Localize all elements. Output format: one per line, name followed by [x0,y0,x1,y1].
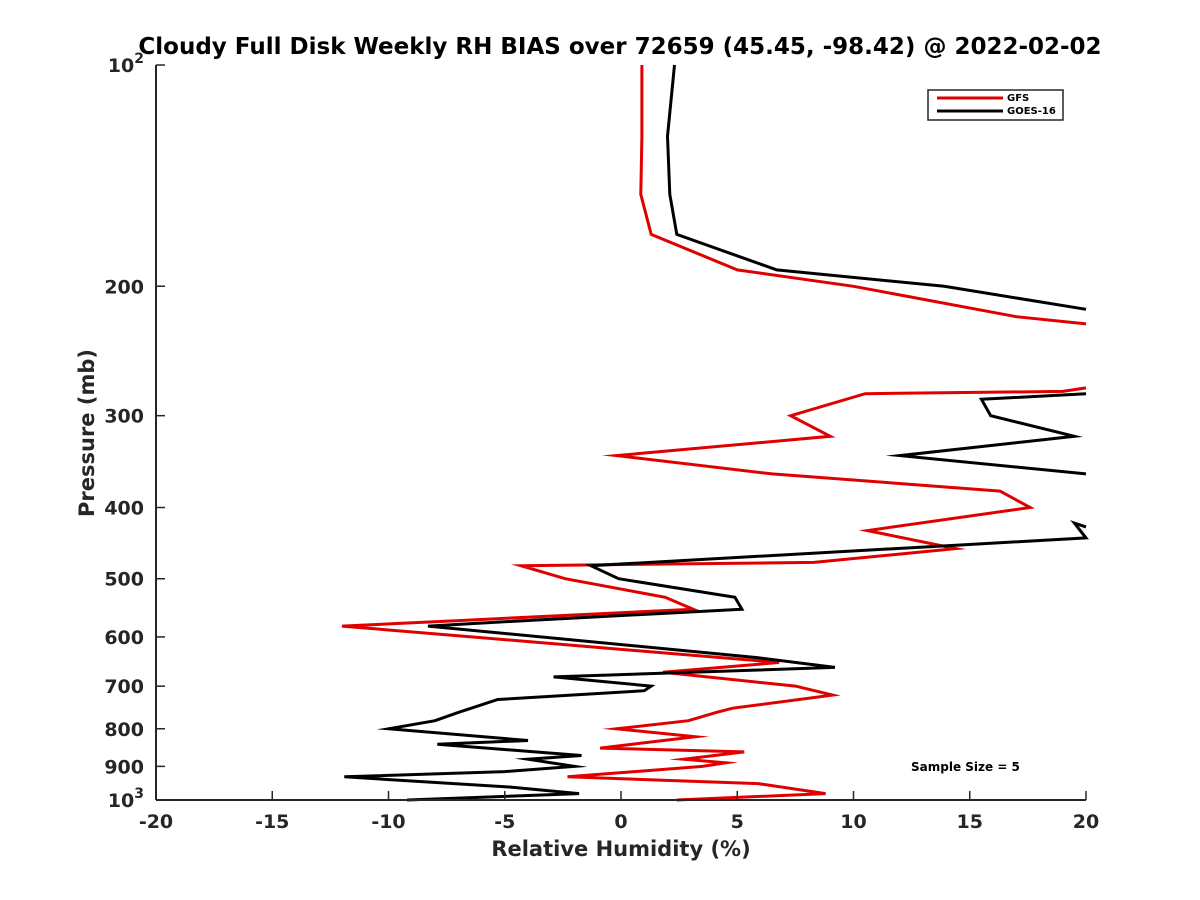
x-tick-label: -5 [494,811,515,833]
series-line-goes16-seg-1 [885,392,1087,476]
x-axis-ticks: -20 -15 -10 -5 0 5 10 15 20 [139,791,1099,833]
y-tick-label: 600 [104,627,144,649]
y-tick-label: 800 [104,719,144,741]
x-axis-label: Relative Humidity (%) [491,837,750,861]
x-tick-label: 5 [731,811,744,833]
legend-label-gfs: GFS [1007,93,1029,104]
y-tick-label: 900 [104,756,144,778]
x-tick-label: 15 [957,811,983,833]
y-tick-label: 700 [104,676,144,698]
series-line-goes16-seg-0 [665,64,1087,311]
x-tick-label: 10 [840,811,866,833]
series-lines [341,64,1089,802]
series-line-gfs-seg-0 [639,65,1087,326]
y-axis-ticks: 102 200 300 400 500 600 700 800 900 103 [104,51,165,812]
legend-box [927,89,1064,121]
x-tick-label: -20 [139,811,173,833]
x-tick-label: 20 [1073,811,1099,833]
y-tick-label: 400 [104,498,144,520]
y-tick-label: 300 [104,406,144,428]
x-tick-label: 0 [614,811,627,833]
series-line-goes16-seg-2 [344,520,1089,802]
y-tick-label: 500 [104,569,144,591]
chart-title: Cloudy Full Disk Weekly RH BIAS over 726… [138,34,1101,60]
sample-size-annotation: Sample Size = 5 [911,760,1020,774]
y-tick-label: 103 [108,786,144,812]
y-tick-label: 200 [104,276,144,298]
x-tick-label: -10 [371,811,405,833]
series-line-gfs-seg-1 [341,386,1087,802]
y-tick-label: 102 [108,51,144,77]
x-tick-label: -15 [255,811,289,833]
y-axis-label: Pressure (mb) [75,349,99,517]
legend: GFS GOES-16 [927,89,1064,121]
legend-label-goes16: GOES-16 [1007,106,1056,117]
